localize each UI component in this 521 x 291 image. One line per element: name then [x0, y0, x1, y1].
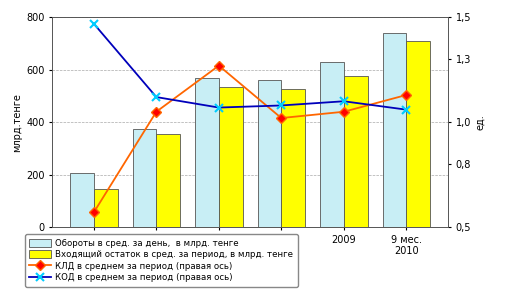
Bar [406, 41, 430, 227]
Bar [320, 62, 344, 227]
Y-axis label: млрд.тенге: млрд.тенге [12, 93, 22, 152]
Bar [195, 78, 219, 227]
Bar [156, 134, 180, 227]
Bar [219, 87, 243, 227]
Bar [70, 173, 94, 227]
Bar [257, 80, 281, 227]
Legend: Обороты в сред. за день,  в млрд. тенге, Входящий остаток в сред. за период, в м: Обороты в сред. за день, в млрд. тенге, … [25, 234, 297, 287]
Bar [281, 90, 305, 227]
Bar [382, 33, 406, 227]
Bar [132, 129, 156, 227]
Bar [94, 189, 118, 227]
Y-axis label: ед.: ед. [475, 114, 486, 130]
Bar [344, 76, 368, 227]
